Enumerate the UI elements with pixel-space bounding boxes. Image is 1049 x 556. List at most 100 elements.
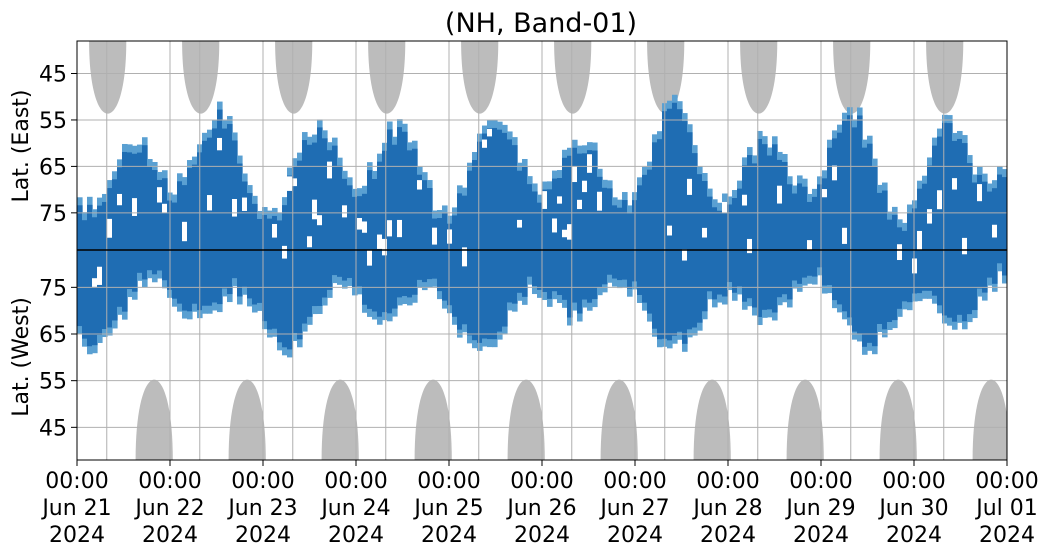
x-tick-label-line: 2024 <box>514 523 570 548</box>
occurrence-gap <box>432 227 438 245</box>
occurrence-cell <box>217 109 223 305</box>
occurrence-gap <box>317 215 323 226</box>
occurrence-cell <box>657 139 663 340</box>
occurrence-gap <box>897 244 903 261</box>
occurrence-regions <box>77 94 1007 358</box>
occurrence-cell <box>327 150 333 290</box>
occurrence-cell <box>887 219 893 323</box>
occurrence-cell <box>707 196 713 292</box>
occurrence-gap <box>667 225 673 236</box>
occurrence-gap <box>377 234 383 249</box>
occurrence-cell <box>122 151 128 312</box>
x-tick-label-line: 00:00 <box>324 469 387 494</box>
occurrence-cell <box>502 132 508 327</box>
occurrence-cell <box>627 213 633 289</box>
occurrence-cell <box>622 200 628 280</box>
occurrence-cell <box>967 163 973 315</box>
y-tick-label-west: 65 <box>39 323 67 348</box>
x-tick-label-line: 00:00 <box>231 469 294 494</box>
occurrence-cell <box>537 202 543 290</box>
y-axis-ticks: 45 55 65 75 75 65 55 45 <box>39 63 77 441</box>
occurrence-cell <box>957 138 963 315</box>
occurrence-cell <box>542 189 548 293</box>
occurrence-cell <box>372 179 378 312</box>
occurrence-gap <box>272 223 278 238</box>
occurrence-gap <box>387 220 393 237</box>
occurrence-cell <box>517 170 523 293</box>
occurrence-cell <box>667 108 673 341</box>
occurrence-cell <box>162 178 168 281</box>
occurrence-cell <box>507 139 513 303</box>
occurrence-cell <box>492 127 498 340</box>
occurrence-cell <box>592 150 598 300</box>
occurrence-cell <box>692 153 698 328</box>
occurrence-gap <box>397 219 403 238</box>
x-tick-label-line: Jun 22 <box>133 496 204 521</box>
occurrence-cell <box>902 230 908 302</box>
occurrence-cell <box>872 166 878 347</box>
no-data-lobe-bottom <box>600 379 638 460</box>
occurrence-gap <box>542 191 548 209</box>
occurrence-gap <box>742 194 748 206</box>
x-tick-label: 00:00 Jun 23 2024 <box>226 469 297 548</box>
occurrence-cell <box>742 165 748 302</box>
occurrence-cell <box>187 168 193 312</box>
occurrence-gap <box>702 227 708 238</box>
occurrence-cell <box>672 102 678 336</box>
occurrence-cell <box>527 184 533 277</box>
occurrence-gap <box>107 218 113 238</box>
occurrence-cell <box>132 153 138 292</box>
x-tick-label-line: 00:00 <box>510 469 573 494</box>
occurrence-gap <box>242 197 248 211</box>
occurrence-cell <box>947 123 953 318</box>
no-data-lobe-bottom <box>972 379 1007 460</box>
occurrence-cell <box>907 212 913 303</box>
x-tick-label-line: 00:00 <box>45 469 108 494</box>
occurrence-gap <box>822 189 828 198</box>
occurrence-cell <box>352 196 358 288</box>
occurrence-cell <box>642 174 648 303</box>
occurrence-cell <box>722 201 728 297</box>
occurrence-cell <box>827 147 833 286</box>
occurrence-cell <box>747 155 753 299</box>
x-tick-label-line: Jun 25 <box>412 496 483 521</box>
no-data-lobe-top <box>368 41 406 114</box>
occurrence-cell <box>547 189 553 299</box>
occurrence-cell <box>207 137 213 306</box>
no-data-lobe-top <box>89 41 127 114</box>
x-tick-label-line: Jul 01 <box>974 496 1038 521</box>
occurrence-cell <box>937 136 943 306</box>
occurrence-cell <box>682 121 688 344</box>
x-tick-label-line: Jun 28 <box>691 496 762 521</box>
no-data-lobe-bottom <box>228 379 266 460</box>
occurrence-cell <box>847 115 853 318</box>
occurrence-cell <box>127 152 133 290</box>
occurrence-cell <box>977 174 983 289</box>
x-tick-label-line: 2024 <box>328 523 384 548</box>
occurrence-gap <box>417 180 423 190</box>
occurrence-cell <box>777 159 783 298</box>
x-tick-label: 00:00 Jun 26 2024 <box>505 469 576 548</box>
no-data-lobe-bottom <box>786 379 824 460</box>
no-data-lobe-bottom <box>507 379 545 460</box>
x-tick-label-line: 00:00 <box>789 469 852 494</box>
x-tick-label-line: 00:00 <box>882 469 945 494</box>
y-tick-label-east: 65 <box>39 155 67 180</box>
occurrence-cell <box>272 215 278 329</box>
occurrence-cell <box>237 163 243 297</box>
plot-area <box>76 40 1008 461</box>
x-tick-label-line: Jun 21 <box>40 496 111 521</box>
no-data-lobe-top <box>554 41 592 114</box>
x-tick-label: 00:00 Jun 29 2024 <box>784 469 855 548</box>
occurrence-cell <box>257 218 263 303</box>
occurrence-cell <box>477 141 483 343</box>
occurrence-cell <box>452 215 458 317</box>
x-tick-label: 00:00 Jun 21 2024 <box>40 469 111 548</box>
no-data-lobe-top <box>833 41 871 114</box>
occurrence-cell <box>212 128 218 303</box>
x-tick-label: 00:00 Jun 30 2024 <box>877 469 948 548</box>
y-tick-label-west: 45 <box>39 416 67 441</box>
occurrence-cell <box>587 150 593 303</box>
occurrence-cell <box>417 174 423 280</box>
x-tick-label-line: 2024 <box>235 523 291 548</box>
